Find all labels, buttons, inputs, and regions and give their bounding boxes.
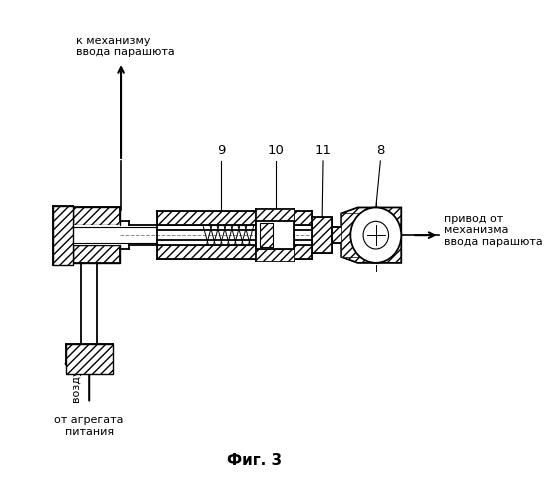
Bar — [256, 222, 294, 249]
Text: от агрегата
питания: от агрегата питания — [54, 415, 124, 436]
Bar — [65, 344, 113, 374]
Text: 11: 11 — [315, 144, 331, 157]
Text: воздух: воздух — [72, 362, 82, 402]
Bar — [312, 218, 332, 253]
Bar — [73, 245, 120, 263]
Bar — [73, 226, 120, 245]
Polygon shape — [341, 208, 401, 263]
Text: 8: 8 — [376, 144, 385, 157]
Bar — [53, 206, 73, 265]
Bar — [73, 208, 120, 226]
Bar — [157, 212, 312, 226]
Text: к механизму
ввода парашюта: к механизму ввода парашюта — [75, 36, 174, 57]
Text: привод от
механизма
ввода парашюта: привод от механизма ввода парашюта — [444, 214, 543, 247]
Text: Фиг. 3: Фиг. 3 — [227, 452, 282, 468]
Circle shape — [363, 222, 388, 249]
Bar — [256, 249, 294, 261]
Text: 10: 10 — [268, 144, 284, 157]
Bar — [312, 218, 332, 253]
Bar — [260, 224, 273, 247]
Circle shape — [350, 208, 401, 263]
Bar — [256, 210, 294, 222]
Bar — [260, 224, 273, 247]
Bar — [332, 228, 346, 243]
Bar — [341, 214, 357, 257]
Text: 9: 9 — [217, 144, 225, 157]
Bar — [78, 344, 100, 352]
Bar — [157, 245, 312, 259]
Bar — [332, 228, 346, 243]
